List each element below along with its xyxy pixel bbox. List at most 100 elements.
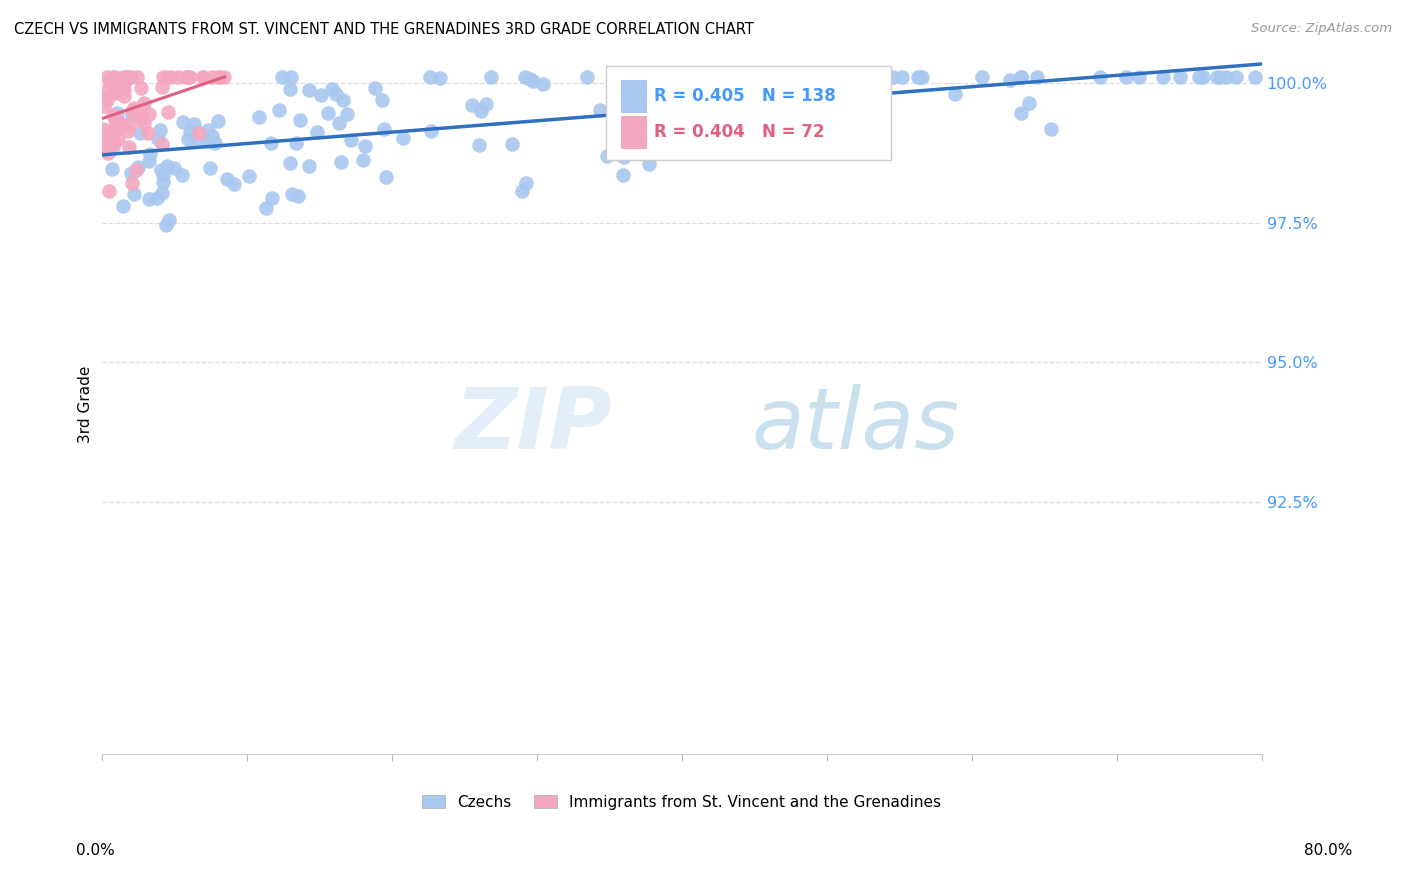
Point bbox=[138, 154, 160, 169]
Point bbox=[207, 70, 229, 85]
Point bbox=[156, 159, 179, 173]
Point bbox=[108, 70, 131, 85]
Point bbox=[212, 70, 235, 85]
Point bbox=[332, 94, 354, 108]
Point bbox=[707, 85, 730, 99]
Point bbox=[120, 166, 142, 180]
Point bbox=[114, 70, 136, 85]
Point bbox=[93, 134, 115, 148]
Point bbox=[911, 70, 934, 85]
Point bbox=[107, 114, 129, 128]
Text: atlas: atlas bbox=[751, 384, 959, 467]
Point bbox=[112, 199, 135, 213]
Point bbox=[215, 172, 238, 186]
Point bbox=[105, 117, 128, 131]
Point bbox=[96, 70, 118, 85]
Point bbox=[392, 131, 415, 145]
Point bbox=[238, 169, 260, 184]
Point bbox=[107, 116, 129, 130]
FancyBboxPatch shape bbox=[606, 66, 890, 160]
Point bbox=[713, 127, 735, 141]
Point bbox=[97, 73, 120, 87]
Point bbox=[612, 111, 634, 125]
Point bbox=[686, 95, 709, 109]
Point bbox=[336, 106, 359, 120]
Point bbox=[97, 130, 120, 145]
Point bbox=[124, 101, 146, 115]
Point bbox=[794, 96, 817, 111]
FancyBboxPatch shape bbox=[621, 116, 647, 150]
Point bbox=[271, 70, 294, 85]
Point bbox=[98, 128, 121, 143]
Point bbox=[330, 155, 353, 169]
Point bbox=[1025, 70, 1047, 85]
Point bbox=[846, 70, 869, 85]
Point bbox=[100, 161, 122, 176]
Point bbox=[461, 97, 484, 112]
Point bbox=[222, 177, 245, 191]
Point bbox=[340, 133, 363, 147]
Text: R = 0.404   N = 72: R = 0.404 N = 72 bbox=[654, 123, 824, 141]
Point bbox=[1192, 70, 1215, 85]
Point bbox=[373, 122, 395, 136]
Point bbox=[146, 131, 169, 145]
Point bbox=[138, 107, 160, 121]
Point bbox=[104, 112, 127, 127]
Text: ZIP: ZIP bbox=[454, 384, 612, 467]
Point bbox=[176, 132, 198, 146]
Point bbox=[522, 74, 544, 88]
Point bbox=[156, 70, 179, 85]
Point bbox=[204, 136, 226, 150]
Point bbox=[1215, 70, 1237, 85]
Point bbox=[882, 70, 904, 85]
Point bbox=[316, 106, 339, 120]
Point bbox=[1206, 70, 1229, 85]
Point bbox=[262, 191, 284, 205]
Point bbox=[353, 153, 375, 168]
Point bbox=[354, 139, 377, 153]
Point bbox=[612, 168, 634, 182]
Point bbox=[96, 83, 118, 97]
Point bbox=[420, 124, 443, 138]
Text: CZECH VS IMMIGRANTS FROM ST. VINCENT AND THE GRENADINES 3RD GRADE CORRELATION CH: CZECH VS IMMIGRANTS FROM ST. VINCENT AND… bbox=[14, 22, 754, 37]
Point bbox=[149, 123, 172, 137]
Point bbox=[91, 142, 114, 156]
Point bbox=[613, 150, 636, 164]
Point bbox=[364, 81, 387, 95]
Text: R = 0.405   N = 138: R = 0.405 N = 138 bbox=[654, 87, 835, 104]
Point bbox=[1209, 70, 1232, 85]
Point bbox=[120, 70, 142, 85]
Point bbox=[91, 122, 114, 136]
Point bbox=[101, 139, 124, 153]
Point bbox=[470, 103, 492, 118]
Point bbox=[104, 70, 127, 85]
Point bbox=[207, 113, 229, 128]
Point bbox=[1243, 70, 1265, 85]
Point bbox=[254, 202, 277, 216]
Point bbox=[281, 187, 304, 202]
Point bbox=[278, 156, 301, 170]
Point bbox=[191, 70, 214, 85]
Point bbox=[129, 109, 152, 123]
Point bbox=[163, 161, 186, 176]
Point bbox=[191, 70, 214, 85]
Point bbox=[107, 132, 129, 146]
Point bbox=[201, 70, 224, 85]
Point bbox=[98, 185, 121, 199]
Point bbox=[93, 130, 115, 145]
Point bbox=[156, 105, 179, 120]
Point bbox=[845, 92, 868, 106]
Point bbox=[179, 125, 201, 139]
Point bbox=[152, 175, 174, 189]
Point bbox=[157, 213, 180, 227]
Point bbox=[97, 124, 120, 138]
Point bbox=[197, 123, 219, 137]
Point bbox=[1088, 70, 1111, 85]
FancyBboxPatch shape bbox=[621, 79, 647, 113]
Point bbox=[1010, 70, 1032, 85]
Point bbox=[125, 163, 148, 178]
Point bbox=[531, 77, 554, 91]
Text: 0.0%: 0.0% bbox=[76, 843, 115, 858]
Point bbox=[188, 127, 211, 141]
Point bbox=[97, 146, 120, 161]
